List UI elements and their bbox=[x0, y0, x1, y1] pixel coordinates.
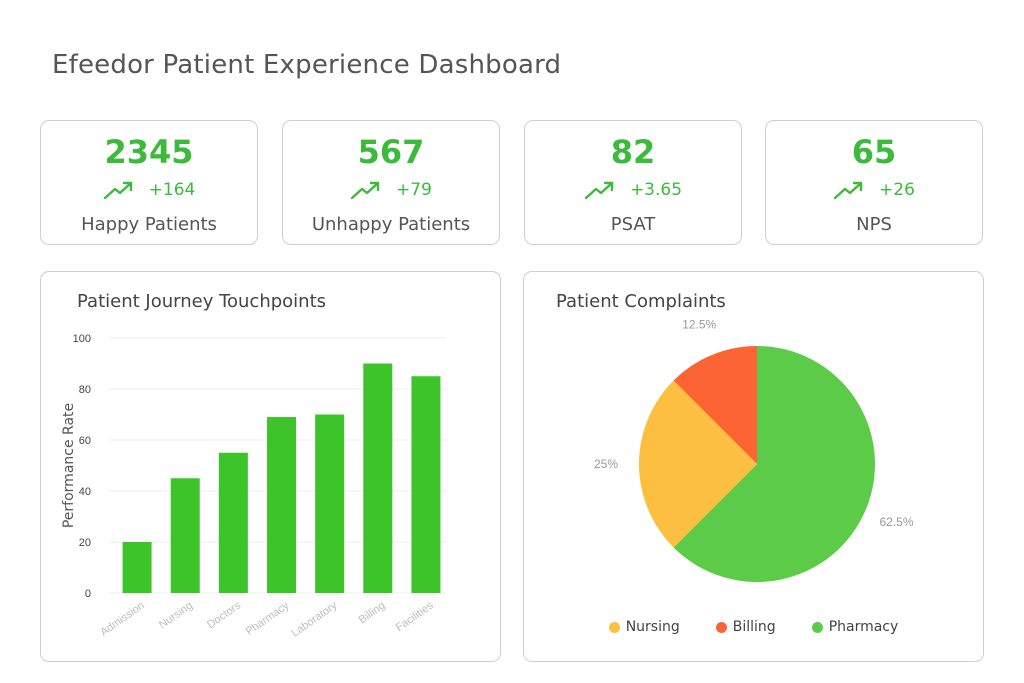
y-tick-label: 20 bbox=[79, 537, 91, 549]
pie-slice-billing bbox=[673, 346, 757, 464]
kpi-label: Happy Patients bbox=[81, 214, 217, 235]
legend-item-billing: Billing bbox=[715, 619, 776, 635]
kpi-value: 65 bbox=[851, 133, 897, 171]
bar bbox=[218, 452, 248, 593]
y-tick-label: 60 bbox=[79, 435, 91, 447]
kpi-value: 2345 bbox=[104, 133, 194, 171]
kpi-value: 567 bbox=[357, 133, 425, 171]
kpi-delta: +3.65 bbox=[629, 180, 683, 200]
legend-item-nursing: Nursing bbox=[608, 619, 680, 635]
x-tick-label: Billing bbox=[357, 600, 388, 627]
y-axis-label: Performance Rate bbox=[61, 403, 77, 528]
x-tick-label: Nursing bbox=[157, 600, 195, 632]
legend-label: Billing bbox=[732, 619, 776, 635]
legend-item-pharmacy: Pharmacy bbox=[811, 619, 899, 635]
pie-legend: Nursing Billing Pharmacy bbox=[524, 619, 983, 635]
complaints-panel: Patient Complaints 62.5% 25% 12.5% Nursing… bbox=[523, 271, 984, 662]
bar-chart: 0 20 40 60 80 100 Admission Nursing Doctors Pharm… bbox=[61, 333, 446, 640]
kpi-card-happy-patients: 2345 +164 Happy Patients bbox=[40, 120, 258, 245]
pie-chart: 62.5% 25% 12.5% bbox=[594, 317, 914, 582]
kpi-label: PSAT bbox=[610, 214, 656, 235]
bar-chart-title: Patient Journey Touchpoints bbox=[77, 291, 327, 312]
legend-label: Nursing bbox=[625, 619, 680, 635]
bar bbox=[267, 417, 296, 593]
kpi-label: Unhappy Patients bbox=[311, 214, 471, 235]
kpi-label: NPS bbox=[856, 214, 892, 235]
x-tick-label: Doctors bbox=[205, 599, 243, 631]
x-tick-label: Facilities bbox=[394, 599, 436, 634]
x-tick-label: Laboratory bbox=[289, 599, 339, 639]
kpi-delta: +79 bbox=[396, 180, 432, 200]
bar bbox=[411, 376, 441, 593]
pie-value-label: 12.5% bbox=[682, 317, 716, 331]
page-title: Efeedor Patient Experience Dashboard bbox=[52, 50, 562, 80]
bar bbox=[363, 363, 393, 593]
y-tick-label: 80 bbox=[79, 384, 91, 396]
x-tick-label: Admission bbox=[98, 600, 146, 639]
legend-swatch-nursing bbox=[608, 621, 620, 633]
pie-value-label: 62.5% bbox=[879, 515, 913, 529]
legend-swatch-billing bbox=[715, 621, 727, 633]
y-tick-label: 100 bbox=[73, 333, 91, 345]
kpi-delta: +26 bbox=[879, 180, 915, 200]
y-tick-label: 40 bbox=[79, 486, 91, 498]
touchpoints-panel: Patient Journey Touchpoints 0 20 40 60 80 100… bbox=[40, 271, 501, 662]
pie-slice-nursing bbox=[639, 380, 757, 548]
kpi-delta: +164 bbox=[148, 180, 196, 200]
kpi-card-nps: 65 +26 NPS bbox=[765, 120, 983, 245]
kpi-value: 82 bbox=[610, 133, 656, 171]
legend-swatch-pharmacy bbox=[811, 621, 823, 633]
trend-up-icon bbox=[584, 181, 614, 200]
bar bbox=[170, 478, 200, 593]
kpi-card-psat: 82 +3.65 PSAT bbox=[524, 120, 742, 245]
pie-value-label: 25% bbox=[594, 457, 618, 471]
trend-up-icon bbox=[103, 181, 132, 200]
kpi-card-unhappy-patients: 567 +79 Unhappy Patients bbox=[282, 120, 500, 245]
bar bbox=[315, 414, 345, 593]
y-tick-label: 0 bbox=[85, 588, 91, 600]
bar bbox=[122, 542, 152, 593]
pie-slice-pharmacy bbox=[673, 346, 875, 582]
trend-up-icon bbox=[833, 181, 863, 200]
trend-up-icon bbox=[350, 181, 380, 200]
pie-chart-title: Patient Complaints bbox=[556, 291, 726, 312]
legend-label: Pharmacy bbox=[828, 619, 899, 635]
x-tick-label: Pharmacy bbox=[244, 599, 292, 638]
